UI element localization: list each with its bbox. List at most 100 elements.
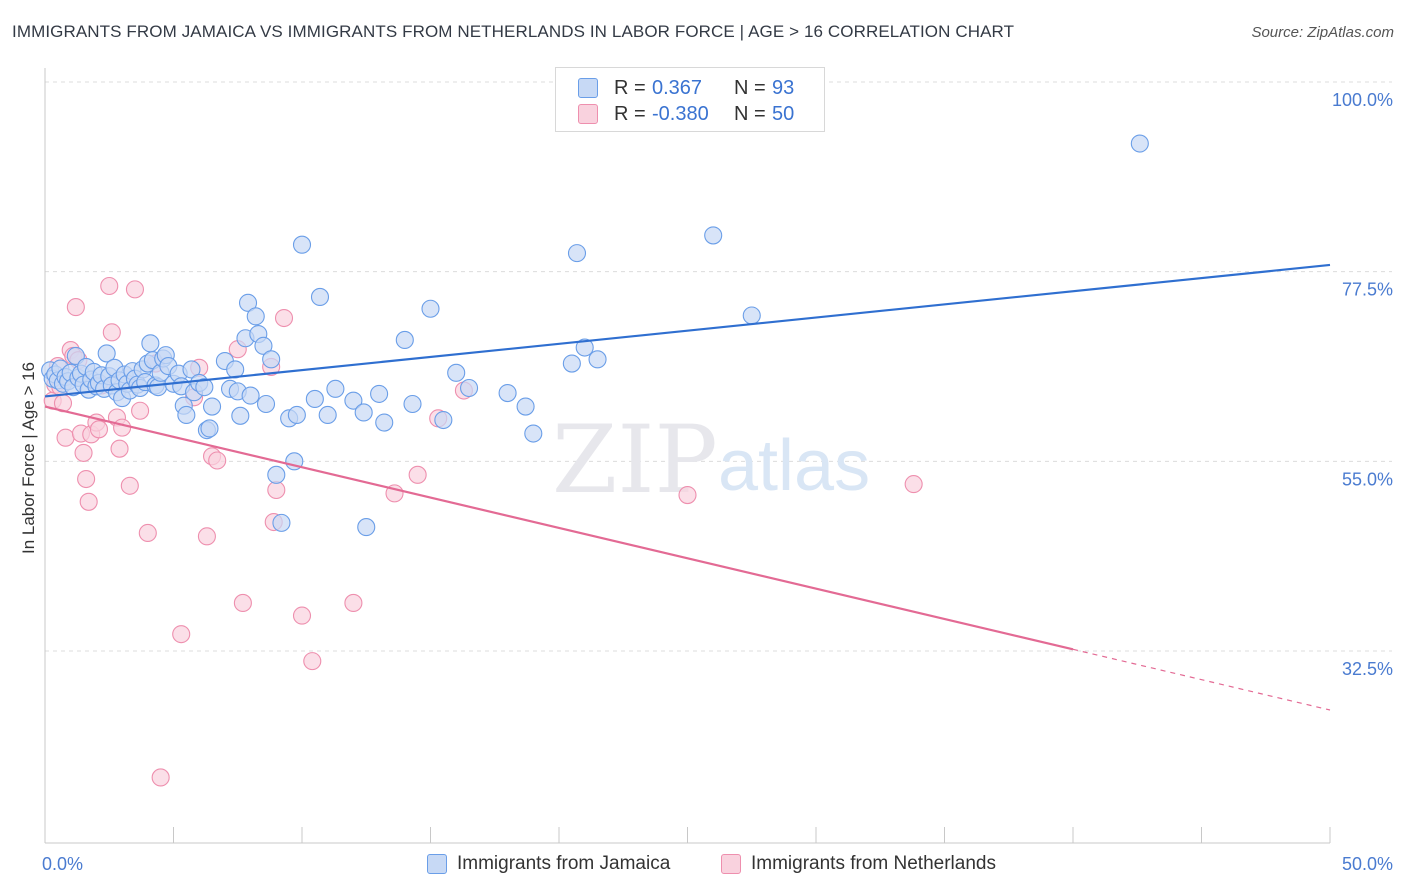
bottom-legend-label-jamaica: Immigrants from Jamaica	[457, 853, 671, 874]
point-jamaica	[403, 394, 422, 414]
point-netherlands	[303, 652, 322, 671]
bottom-legend-swatch-jamaica	[427, 854, 447, 874]
point-jamaica	[195, 378, 214, 397]
legend-swatch-netherlands	[578, 104, 598, 124]
points-layer	[41, 134, 1149, 787]
point-jamaica	[200, 419, 219, 438]
point-netherlands	[292, 606, 312, 625]
point-netherlands	[120, 476, 139, 495]
point-netherlands	[151, 768, 170, 787]
point-jamaica	[447, 363, 466, 382]
point-jamaica	[267, 465, 286, 484]
watermark-atlas: atlas	[718, 426, 870, 506]
point-netherlands	[79, 492, 98, 511]
point-jamaica	[344, 391, 363, 410]
trend-line-netherlands-extension	[1072, 648, 1331, 711]
point-netherlands	[113, 418, 132, 437]
point-jamaica	[575, 338, 594, 357]
point-jamaica	[567, 244, 587, 263]
point-jamaica	[292, 235, 312, 254]
point-netherlands	[100, 276, 119, 296]
point-jamaica	[370, 384, 389, 403]
point-jamaica	[177, 405, 196, 425]
chart-source: Source: ZipAtlas.com	[1251, 24, 1394, 41]
axis-layer	[44, 68, 1331, 844]
point-netherlands	[89, 420, 109, 439]
point-jamaica	[310, 287, 330, 307]
point-jamaica	[434, 410, 453, 430]
point-jamaica	[562, 354, 581, 373]
point-jamaica	[262, 350, 281, 369]
legend-swatch-jamaica	[578, 78, 598, 98]
grid-layer	[45, 81, 1392, 652]
y-tick-label: 55.0%	[1342, 469, 1393, 489]
point-jamaica	[357, 518, 376, 537]
point-netherlands	[678, 486, 697, 505]
point-jamaica	[254, 336, 273, 355]
point-jamaica	[704, 226, 723, 245]
correlation-legend: R = 0.367 N = 93 R = -0.380 N = 50	[555, 67, 825, 132]
point-netherlands	[66, 298, 85, 317]
legend-n-label: N =	[734, 76, 766, 99]
legend-n-value: 93	[772, 76, 795, 99]
point-netherlands	[138, 523, 157, 543]
bottom-legend-label-netherlands: Immigrants from Netherlands	[751, 853, 996, 874]
point-netherlands	[56, 428, 75, 447]
trend-layer	[44, 263, 1331, 711]
point-netherlands	[74, 443, 93, 462]
point-netherlands	[77, 469, 96, 489]
point-netherlands	[102, 323, 121, 342]
point-jamaica	[354, 403, 373, 422]
legend-r-value: -0.380	[652, 102, 709, 125]
point-netherlands	[131, 401, 150, 420]
point-netherlands	[904, 475, 923, 494]
point-jamaica	[498, 384, 517, 403]
point-jamaica	[395, 330, 414, 349]
tick-label-layer: 32.5% 55.0% 77.5% 100.0% 0.0% 50.0%	[42, 90, 1393, 874]
point-jamaica	[459, 378, 479, 398]
point-jamaica	[272, 513, 291, 532]
point-jamaica	[238, 293, 258, 312]
point-netherlands	[125, 280, 144, 299]
point-netherlands	[208, 451, 227, 470]
x-tick-label: 50.0%	[1342, 854, 1393, 874]
point-jamaica	[516, 397, 535, 416]
point-jamaica	[588, 350, 607, 369]
point-netherlands	[233, 593, 252, 613]
point-jamaica	[182, 360, 201, 379]
y-tick-label: 100.0%	[1332, 90, 1393, 110]
point-netherlands	[197, 527, 216, 546]
legend-r-label: R =	[614, 76, 646, 99]
point-jamaica	[375, 413, 394, 432]
point-jamaica	[421, 299, 440, 318]
legend-r-value: 0.367	[652, 76, 703, 99]
point-netherlands	[344, 593, 363, 613]
point-jamaica	[1130, 134, 1149, 153]
legend-n-value: 50	[772, 102, 795, 125]
trend-line-jamaica	[44, 263, 1331, 398]
legend-row-jamaica: R = 0.367 N = 93	[578, 74, 794, 102]
y-tick-label: 32.5%	[1342, 659, 1393, 679]
point-jamaica	[524, 424, 543, 443]
point-jamaica	[287, 405, 306, 425]
point-jamaica	[318, 405, 337, 425]
legend-row-netherlands: R = -0.380 N = 50	[578, 100, 794, 128]
y-axis-title: In Labor Force | Age > 16	[19, 362, 38, 554]
point-jamaica	[241, 386, 260, 405]
point-netherlands	[110, 439, 129, 458]
bottom-legend-netherlands: Immigrants from Netherlands	[721, 851, 996, 877]
bottom-legend-swatch-netherlands	[721, 854, 741, 874]
point-netherlands	[408, 465, 427, 484]
watermark: ZIP atlas	[552, 406, 870, 515]
point-netherlands	[267, 480, 286, 500]
point-jamaica	[305, 389, 324, 409]
point-jamaica	[203, 397, 222, 416]
point-jamaica	[742, 306, 761, 325]
point-netherlands	[274, 308, 294, 328]
bottom-legend-jamaica: Immigrants from Jamaica	[427, 851, 670, 877]
point-jamaica	[141, 334, 160, 353]
point-jamaica	[97, 344, 116, 363]
chart-title: IMMIGRANTS FROM JAMAICA VS IMMIGRANTS FR…	[12, 22, 1015, 41]
point-jamaica	[326, 379, 345, 398]
